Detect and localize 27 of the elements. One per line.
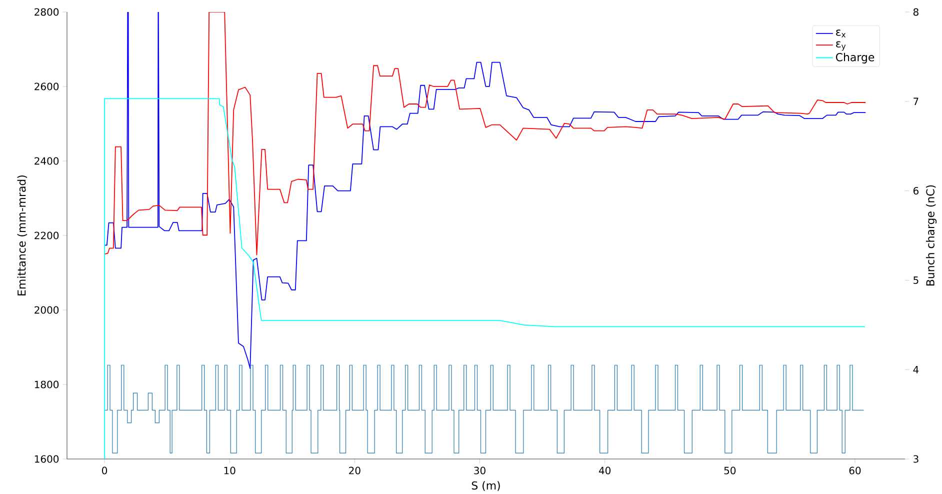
legend-label: ε$_{x}$ bbox=[836, 29, 846, 38]
x-tick-label: 30 bbox=[474, 466, 486, 474]
y2-axis-title: Bunch charge (nC) bbox=[926, 185, 937, 286]
legend-label: Charge bbox=[836, 52, 874, 64]
y-tick-label: 2200 bbox=[34, 232, 59, 240]
x-tick-label: 20 bbox=[349, 466, 360, 474]
y2-tick-label: 8 bbox=[913, 8, 918, 16]
y-tick-label: 2400 bbox=[34, 157, 59, 165]
x-axis-title: S (m) bbox=[472, 481, 500, 491]
y2-tick-label: 3 bbox=[914, 455, 918, 463]
y2-tick-label: 7 bbox=[914, 98, 918, 105]
y2-tick-label: 6 bbox=[913, 186, 919, 194]
y-axis-title: Emittance (mm-mrad) bbox=[17, 175, 28, 296]
y-tick-label: 2800 bbox=[34, 8, 59, 16]
x-tick-label: 10 bbox=[224, 466, 236, 474]
x-tick-label: 40 bbox=[598, 466, 611, 474]
y-tick-label: 1800 bbox=[34, 380, 59, 388]
y2-tick-label: 4 bbox=[913, 366, 919, 374]
x-tick-label: 50 bbox=[724, 466, 736, 474]
line-series bbox=[104, 98, 866, 459]
y2-tick-label: 5 bbox=[914, 276, 918, 284]
y-tick-label: 1600 bbox=[34, 455, 59, 463]
y-tick-label: 2600 bbox=[34, 82, 59, 90]
legend-label: ε$_{y}$ bbox=[836, 41, 846, 50]
y-tick-label: 2000 bbox=[34, 306, 59, 314]
x-tick-label: 0 bbox=[102, 466, 108, 474]
x-tick-label: 60 bbox=[849, 466, 861, 474]
